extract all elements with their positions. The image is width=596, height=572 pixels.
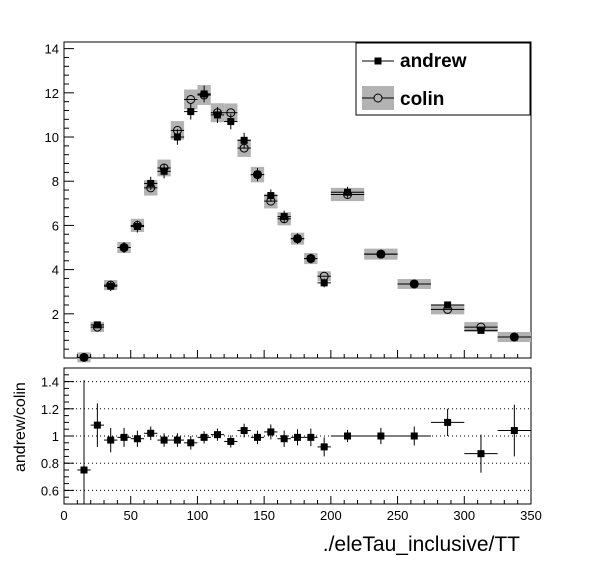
ratio-point xyxy=(377,432,385,440)
main-y-tick-label: 6 xyxy=(52,218,59,233)
andrew-point xyxy=(173,133,181,141)
ratio-point xyxy=(280,435,288,443)
andrew-point xyxy=(240,136,248,144)
ratio-point xyxy=(107,436,115,444)
ratio-y-tick-label: 1.2 xyxy=(41,402,59,417)
ratio-points-layer xyxy=(77,380,531,504)
x-tick-label: 0 xyxy=(60,508,67,523)
andrew-point xyxy=(160,167,168,175)
x-axis: 0 50 100 150 200 250 300 350 xyxy=(60,350,542,523)
ratio-point xyxy=(253,433,261,441)
ratio-point xyxy=(410,432,418,440)
x-tick-label: 100 xyxy=(187,508,209,523)
andrew-point xyxy=(444,301,452,309)
ratio-point xyxy=(187,439,195,447)
andrew-point xyxy=(187,108,195,116)
andrew-point xyxy=(344,188,352,196)
ratio-point xyxy=(133,435,141,443)
andrew-point xyxy=(410,280,418,288)
x-tick-label: 250 xyxy=(387,508,409,523)
legend-andrew-label: andrew xyxy=(400,51,467,72)
andrew-point xyxy=(510,333,518,341)
andrew-point xyxy=(294,235,301,243)
ratio-point xyxy=(93,421,101,429)
x-tick-label: 350 xyxy=(520,508,542,523)
andrew-point xyxy=(80,354,88,362)
ratio-point xyxy=(320,443,328,451)
legend: andrew colin xyxy=(355,42,531,116)
ratio-point xyxy=(240,427,248,435)
main-plot-frame xyxy=(63,41,532,359)
main-y-tick-label: 4 xyxy=(52,263,59,278)
ratio-point xyxy=(444,418,452,426)
andrew-point xyxy=(200,90,208,98)
main-panel: 2 4 6 8 10 12 14 andrew colin xyxy=(45,41,532,363)
ratio-point xyxy=(294,433,301,441)
ratio-point xyxy=(120,433,128,441)
ratio-point xyxy=(510,427,518,435)
andrew-point xyxy=(280,213,288,221)
colin-point xyxy=(186,94,196,104)
ratio-point xyxy=(227,437,235,445)
ratio-point xyxy=(307,433,315,441)
x-tick-label: 150 xyxy=(253,508,275,523)
ratio-point xyxy=(267,428,275,436)
legend-colin-marker xyxy=(373,93,383,103)
main-y-tick-label: 14 xyxy=(45,42,59,57)
main-y-tick-label: 10 xyxy=(45,130,59,145)
andrew-point xyxy=(147,179,155,187)
andrew-point xyxy=(227,118,235,126)
ratio-point xyxy=(213,431,221,439)
ratio-panel: 0.6 0.8 1 1.2 1.4 0 50 100 150 200 250 300 350 andr… xyxy=(12,350,542,556)
x-tick-label: 50 xyxy=(123,508,137,523)
ratio-point xyxy=(200,433,208,441)
main-y-tick-label: 2 xyxy=(52,307,59,322)
legend-andrew-marker xyxy=(374,57,382,65)
andrew-point xyxy=(477,326,485,334)
x-tick-label: 300 xyxy=(453,508,475,523)
x-axis-title: ./eleTau_inclusive/TT xyxy=(323,533,520,556)
andrew-point xyxy=(267,192,275,200)
andrew-point xyxy=(320,279,328,287)
ratio-y-axis-title: andrew/colin xyxy=(12,382,29,472)
ratio-y-tick-label: 1.4 xyxy=(41,375,59,390)
x-tick-label: 200 xyxy=(320,508,342,523)
andrew-point xyxy=(307,255,315,263)
main-y-tick-label: 12 xyxy=(45,86,59,101)
andrew-point xyxy=(253,171,261,179)
colin-band-layer xyxy=(77,85,531,363)
andrew-point xyxy=(377,250,385,258)
andrew-point xyxy=(120,244,128,252)
main-points-layer xyxy=(77,85,531,362)
andrew-point xyxy=(213,111,221,119)
ratio-y-tick-label: 1 xyxy=(52,429,59,444)
legend-colin-label: colin xyxy=(400,89,444,110)
ratio-y-tick-label: 0.8 xyxy=(41,456,59,471)
andrew-point xyxy=(107,282,115,290)
andrew-point xyxy=(133,223,141,231)
ratio-point xyxy=(344,432,352,440)
andrew-point xyxy=(93,321,101,329)
ratio-y-tick-label: 0.6 xyxy=(41,483,59,498)
ratio-point xyxy=(147,429,155,437)
ratio-point xyxy=(173,436,181,444)
ratio-point xyxy=(80,466,88,474)
ratio-point xyxy=(160,436,168,444)
ratio-point xyxy=(477,450,485,458)
ratio-y-axis: 0.6 0.8 1 1.2 1.4 xyxy=(41,374,74,498)
main-y-axis: 2 4 6 8 10 12 14 xyxy=(45,42,74,350)
main-y-tick-label: 8 xyxy=(52,174,59,189)
